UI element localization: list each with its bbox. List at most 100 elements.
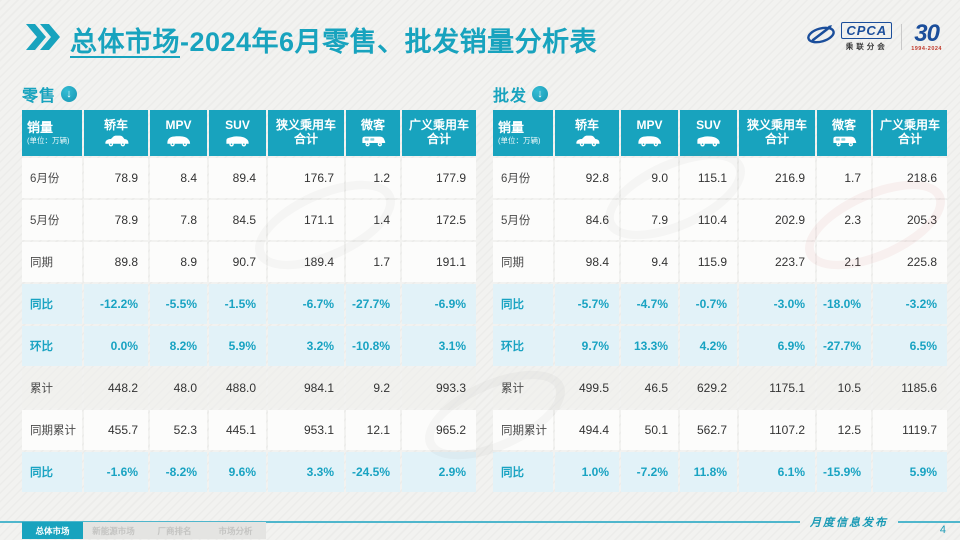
footer-tab-1[interactable]: 新能源市场 [92,525,135,536]
page-title-strong: 总体市场 [70,27,180,57]
mpv-icon [165,135,192,147]
footer-tab-2[interactable]: 厂商排名 [157,525,192,536]
footer-tab-bar: 总体市场 新能源市场 厂商排名 市场分析 [22,522,266,539]
col-header: 狭义乘用车 合计 [739,110,815,156]
retail-label: 零售 [22,88,57,105]
row-label: 同期 [493,242,553,282]
retail-table-title: 零售 ↓ [22,84,476,105]
table-value: 9.7% [555,326,619,366]
table-value: -3.0% [739,284,815,324]
table-value: 8.9 [150,242,207,282]
logo-divider [901,24,903,51]
wholesale-table-title: 批发 ↓ [493,84,947,105]
table-value: 225.8 [873,242,947,282]
table-value: 455.7 [84,410,148,450]
col-header: 微客 [817,110,871,156]
cpca-logo-text: CPCA 乘联分会 [841,22,893,52]
table-value: 171.1 [268,200,344,240]
table-value: 176.7 [268,158,344,198]
wholesale-table-section: 批发 ↓ 销量 (单位：万辆) 轿车 MPV SUV 狭义乘用车 合计 微客 广义乘用车 合计… [493,84,947,492]
microvan-icon [360,135,387,147]
table-value: 189.4 [268,242,344,282]
footer-rule: 月度信息发布 [0,514,960,530]
table-value: 6.1% [739,452,815,492]
table-value: 9.0 [621,158,678,198]
table-value: -7.2% [621,452,678,492]
col-header: 轿车 [555,110,619,156]
table-value: 46.5 [621,368,678,408]
table-value: 445.1 [209,410,266,450]
table-value: 1.2 [346,158,400,198]
slide-header: 总体市场-2024年6月零售、批发销量分析表 [26,20,597,59]
table-value: 12.1 [346,410,400,450]
footer-note: 月度信息发布 [810,516,888,529]
col-header-sales: 销量 (单位：万辆) [493,110,553,156]
down-arrow-circle-icon: ↓ [532,86,549,102]
table-value: -6.9% [402,284,476,324]
table-value: 1.7 [817,158,871,198]
table-value: 2.3 [817,200,871,240]
table-value: -1.6% [84,452,148,492]
col-header: MPV [150,110,207,156]
row-label: 同期累计 [493,410,553,450]
down-arrow-circle-icon: ↓ [61,86,78,102]
table-value: 953.1 [268,410,344,450]
page-number: 4 [939,524,946,536]
microvan-icon [831,135,858,147]
table-value: 8.2% [150,326,207,366]
table-value: 10.5 [817,368,871,408]
table-value: 9.4 [621,242,678,282]
table-value: 84.5 [209,200,266,240]
table-value: 1.7 [346,242,400,282]
footer-tab-3[interactable]: 市场分析 [218,525,253,536]
table-value: 9.6% [209,452,266,492]
table-value: 5.9% [873,452,947,492]
table-value: -8.2% [150,452,207,492]
table-value: 202.9 [739,200,815,240]
row-label: 环比 [493,326,553,366]
double-chevron-icon [26,24,60,55]
table-value: 78.9 [84,158,148,198]
table-value: -3.2% [873,284,947,324]
row-label: 累计 [22,368,82,408]
row-label: 同比 [22,284,82,324]
col-header: SUV [209,110,266,156]
sedan-icon [103,135,130,147]
cpca-name: 乘联分会 [845,42,888,52]
row-label: 环比 [22,326,82,366]
table-value: -27.7% [817,326,871,366]
table-value: 172.5 [402,200,476,240]
table-value: 98.4 [555,242,619,282]
table-value: 9.2 [346,368,400,408]
row-label: 同比 [493,452,553,492]
table-value: 89.4 [209,158,266,198]
table-value: 488.0 [209,368,266,408]
table-value: 1107.2 [739,410,815,450]
table-value: 3.2% [268,326,344,366]
table-value: -0.7% [680,284,737,324]
table-value: 448.2 [84,368,148,408]
footer-tab-0[interactable]: 总体市场 [22,522,83,539]
col-header: 轿车 [84,110,148,156]
table-value: -15.9% [817,452,871,492]
table-value: 48.0 [150,368,207,408]
anniversary-years: 1994-2024 [911,46,942,52]
table-value: -27.7% [346,284,400,324]
table-value: 0.0% [84,326,148,366]
suv-icon [224,135,251,147]
anniversary-30-logo: 30 1994-2024 [911,22,942,53]
table-value: 965.2 [402,410,476,450]
col-header: 广义乘用车 合计 [873,110,947,156]
table-value: 13.3% [621,326,678,366]
table-value: 1185.6 [873,368,947,408]
table-value: -4.7% [621,284,678,324]
col-header-sales: 销量 (单位：万辆) [22,110,82,156]
wholesale-grid: 销量 (单位：万辆) 轿车 MPV SUV 狭义乘用车 合计 微客 广义乘用车 合计 6月份 92… [493,110,947,492]
cpca-logo: CPCA 乘联分会 [805,22,893,52]
table-value: 177.9 [402,158,476,198]
table-value: -5.5% [150,284,207,324]
row-label: 同比 [493,284,553,324]
table-value: -24.5% [346,452,400,492]
mpv-icon [636,135,663,147]
row-label: 同期 [22,242,82,282]
